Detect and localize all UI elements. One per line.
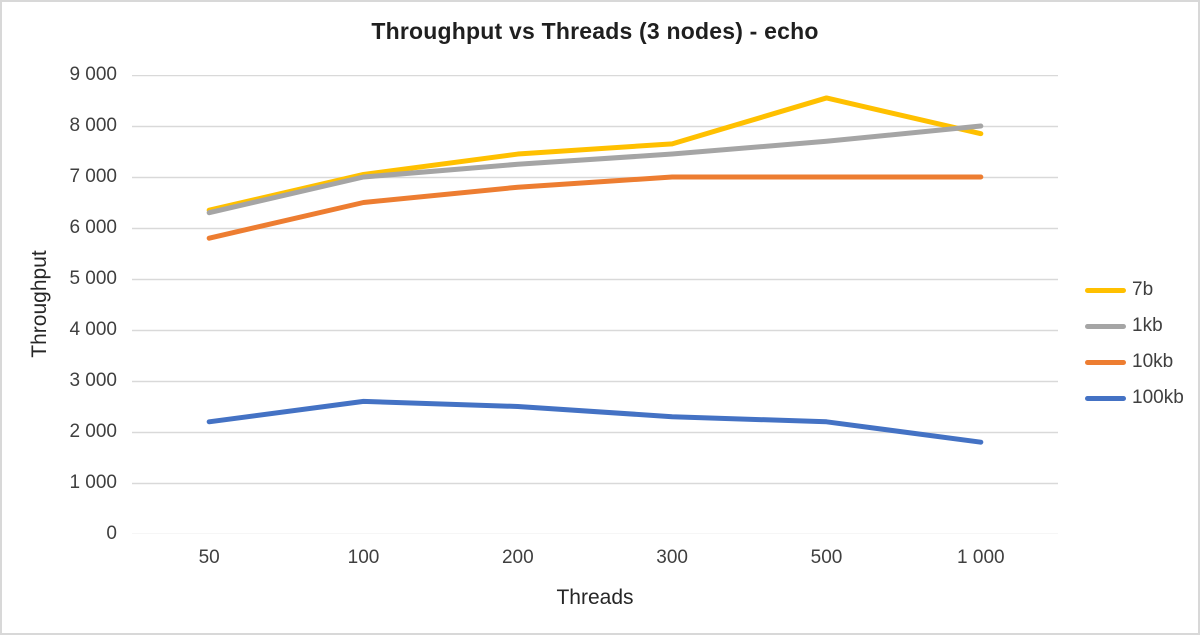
legend-item-100kb: 100kb	[1085, 380, 1184, 416]
legend-label: 100kb	[1132, 387, 1184, 408]
y-tick-label: 9 000	[69, 64, 117, 85]
legend-label: 7b	[1132, 279, 1154, 300]
legend-swatch-1kb	[1085, 323, 1126, 329]
y-tick-label: 6 000	[69, 217, 117, 238]
legend: 7b 1kb 10kb 100kb	[1085, 272, 1184, 416]
y-axis-title: Throughput	[28, 250, 51, 358]
y-tick-label: 3 000	[69, 370, 117, 391]
series-line-10kb	[206, 174, 984, 241]
y-tick-label: 8 000	[69, 115, 117, 136]
legend-swatch-7b	[1085, 287, 1126, 293]
x-tick-label: 100	[347, 547, 380, 568]
x-tick-label: 500	[810, 547, 843, 568]
series-line-7b	[206, 95, 984, 213]
y-tick-label: 7 000	[69, 166, 117, 187]
y-tick-label: 4 000	[69, 319, 117, 340]
x-tick-label: 50	[198, 547, 220, 568]
plot-area	[132, 75, 1058, 534]
x-tick-label: 200	[501, 547, 534, 568]
x-axis-title: Threads	[556, 586, 634, 609]
y-tick-label: 0	[106, 523, 117, 544]
legend-item-7b: 7b	[1085, 272, 1184, 308]
legend-swatch-10kb	[1085, 359, 1126, 365]
x-tick-label: 300	[656, 547, 688, 568]
x-tick-label: 1 000	[957, 547, 1005, 568]
y-tick-label: 2 000	[69, 421, 117, 442]
series-line-1kb	[206, 123, 984, 216]
series-line-100kb	[206, 398, 984, 445]
chart-title: Throughput vs Threads (3 nodes) - echo	[371, 18, 819, 44]
legend-label: 10kb	[1132, 351, 1174, 372]
y-tick-label: 1 000	[69, 472, 117, 493]
legend-item-1kb: 1kb	[1085, 308, 1184, 344]
legend-item-10kb: 10kb	[1085, 344, 1184, 380]
y-tick-label: 5 000	[69, 268, 117, 289]
legend-swatch-100kb	[1085, 395, 1126, 401]
legend-label: 1kb	[1132, 315, 1163, 336]
